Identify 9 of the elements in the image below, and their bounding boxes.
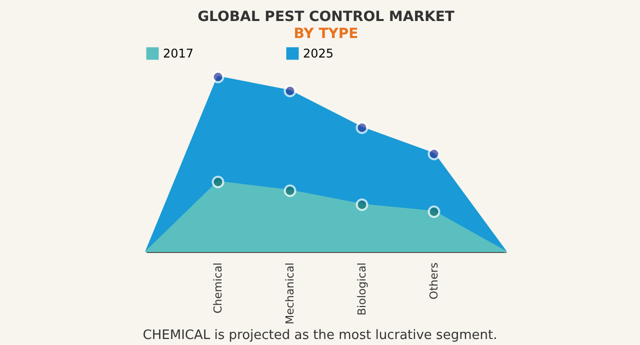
x-tick-label: Others (428, 262, 440, 300)
x-tick-label: Biological (356, 262, 368, 316)
legend-label: 2025 (303, 46, 334, 61)
legend-label: 2017 (163, 46, 194, 61)
chart-title: GLOBAL PEST CONTROL MARKET (198, 9, 455, 25)
text: CHEMICAL is projected as the most lucrative segment. (142, 328, 498, 343)
chart-subtitle: BY TYPE (294, 26, 358, 42)
x-tick-label: Mechanical (284, 262, 296, 324)
x-tick-label: Chemical (212, 262, 224, 314)
